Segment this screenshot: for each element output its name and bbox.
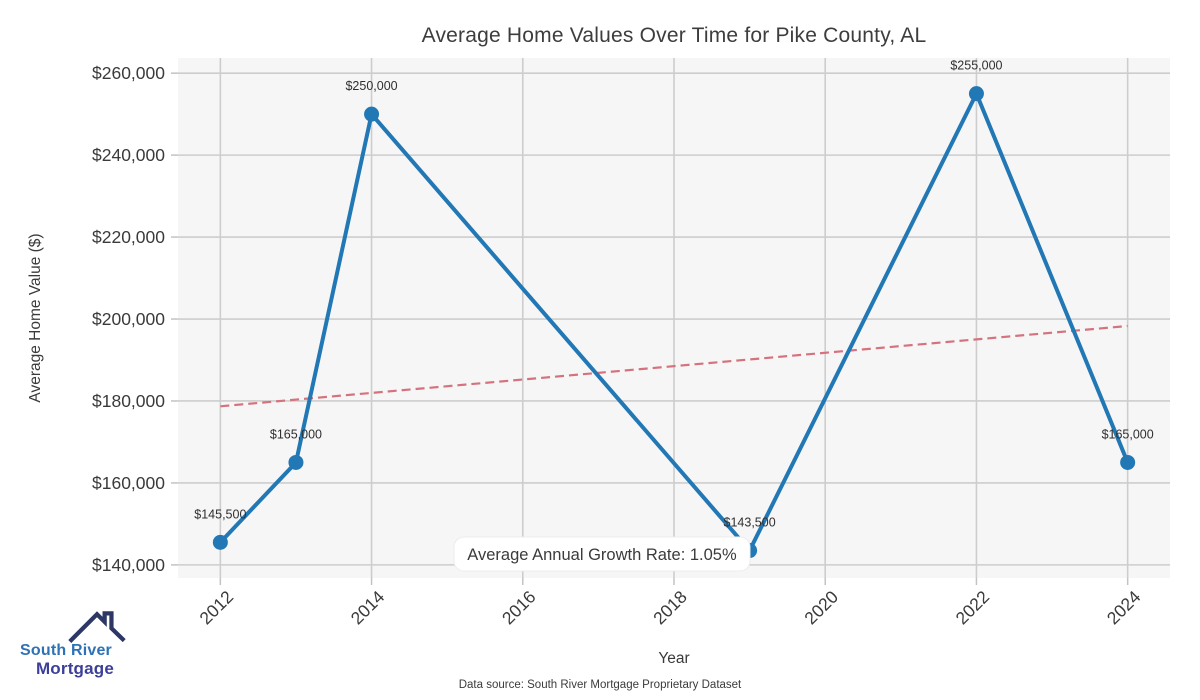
y-tick-label: $180,000 [92, 391, 165, 411]
x-tick-label: 2020 [800, 587, 842, 629]
y-tick-label: $220,000 [92, 227, 165, 247]
y-tick-label: $240,000 [92, 145, 165, 165]
trend-line [220, 324, 1128, 408]
y-tick-label: $260,000 [92, 63, 165, 83]
data-source-note: Data source: South River Mortgage Propri… [458, 679, 742, 691]
x-axis-label: Year [658, 650, 690, 667]
house-roof-icon [68, 611, 126, 643]
logo-text-secondary: Mortgage [35, 659, 115, 678]
logo-text-primary: South River [20, 642, 112, 659]
growth-rate-annotation-box [453, 536, 751, 572]
x-tick-label: 2022 [952, 587, 994, 629]
house-roof-path [68, 611, 126, 643]
point-value-label: $250,000 [345, 79, 397, 93]
series-line [218, 91, 1130, 553]
x-tick-label: 2014 [347, 587, 389, 629]
y-tick-label: $200,000 [92, 309, 165, 329]
data-point-marker [288, 454, 304, 470]
y-tick-label: $160,000 [92, 473, 165, 493]
point-value-label: $143,500 [724, 516, 776, 530]
data-point-marker [212, 534, 228, 550]
data-point-marker [1120, 454, 1136, 470]
point-value-label: $165,000 [1102, 427, 1154, 441]
y-axis-label: Average Home Value ($) [27, 233, 44, 403]
company-logo: South River Mortgage [20, 610, 130, 679]
point-value-label: $145,500 [194, 507, 246, 521]
point-value-label: $255,000 [950, 59, 1002, 73]
x-tick-label: 2016 [498, 587, 540, 629]
x-tick-label: 2024 [1103, 587, 1145, 629]
data-point-marker [968, 86, 984, 102]
data-point-marker [364, 106, 380, 122]
point-value-label: $165,000 [270, 427, 322, 441]
growth-rate-annotation-text: Average Annual Growth Rate: 1.05% [467, 546, 737, 564]
x-tick-label: 2012 [195, 587, 237, 629]
x-tick-label: 2018 [649, 587, 691, 629]
chart-title: Average Home Values Over Time for Pike C… [421, 24, 927, 47]
y-tick-label: $140,000 [92, 555, 165, 575]
